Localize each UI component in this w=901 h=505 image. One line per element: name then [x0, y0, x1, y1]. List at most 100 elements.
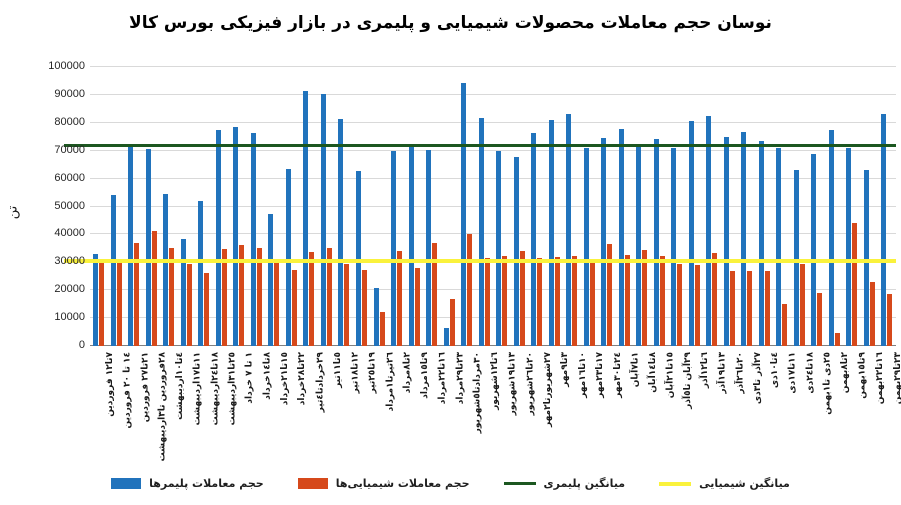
y-tick-label: 60000	[54, 171, 85, 184]
gridline-80000	[90, 121, 896, 123]
bar-polymer	[706, 116, 712, 346]
bar-chemical	[169, 247, 175, 346]
x-label-cell: ١٨تا٢٤دی	[791, 350, 815, 472]
bar-polymer	[618, 129, 624, 346]
x-label-cell: ٤تا١٠دی	[756, 350, 780, 472]
bar-group	[686, 67, 704, 346]
y-tick-label: 90000	[54, 87, 85, 100]
x-label-cell: ٢٧آذر تا٣دی	[738, 350, 763, 472]
x-label-cell: ٤تا١٠اردیبهشت	[160, 350, 185, 472]
bar-polymer	[338, 119, 344, 346]
x-axis-label: ٢٣تا٢٩بهمن	[892, 352, 901, 405]
bar-chemical	[239, 244, 245, 346]
bar-polymer	[250, 133, 256, 346]
x-label-cell: ٦تا١٢آذر	[686, 350, 710, 472]
y-tick-label: 40000	[54, 227, 85, 240]
bar-group	[756, 67, 774, 346]
x-label-cell: ١٧تا٢٣مهر	[580, 350, 605, 472]
bar-polymer	[408, 145, 414, 346]
bar-group	[283, 67, 301, 346]
bar-polymer	[758, 141, 764, 346]
bar-group	[370, 67, 388, 346]
bar-polymer	[320, 93, 326, 346]
x-label-cell: ٢٣تا٢٩بهمن	[878, 350, 901, 472]
bar-chemical	[502, 256, 508, 346]
bar-group	[458, 67, 476, 346]
bar-polymer	[776, 148, 782, 346]
legend-item-chemical-volume: حجم معاملات شیمیایی‌ها	[297, 477, 470, 490]
bar-group	[440, 67, 458, 346]
x-label-cell: ٢تا٨بهمن	[826, 350, 850, 472]
x-label-cell: ١٨تا٢٤اردیبهشت	[195, 350, 220, 472]
bar-polymer	[110, 195, 116, 346]
bar-polymer	[881, 114, 887, 346]
gridline-90000	[90, 93, 896, 95]
bar-chemical	[186, 263, 192, 346]
bar-group	[230, 67, 248, 346]
x-label-cell: ٢٠تا٢٦شهریور	[510, 350, 535, 472]
bar-group	[388, 67, 406, 346]
bar-group	[160, 67, 178, 346]
bar-polymer	[478, 117, 484, 346]
bar-chemical	[379, 311, 385, 346]
chart-title: نوسان حجم معاملات محصولات شیمیایی و پلیم…	[129, 13, 772, 33]
x-label-cell: ٥تا١١تیر	[318, 350, 342, 472]
bar-polymer	[391, 150, 397, 346]
bar-polymer	[303, 91, 309, 346]
x-label-cell: ٨تا١٤خرداد	[248, 350, 272, 472]
gridline-0	[90, 345, 896, 346]
x-label-cell: ٢٢تا٢٨خرداد	[283, 350, 307, 472]
x-label-cell: ١٣تا١٩شهریور	[493, 350, 518, 472]
x-label-cell: ١٤ تا ٢٠ فروردین	[108, 350, 132, 472]
bar-polymer	[723, 136, 729, 346]
bar-chemical	[694, 265, 700, 346]
bar-chemical	[554, 256, 560, 346]
x-label-cell: ١٠تا١٦مهر	[563, 350, 588, 472]
bar-polymer	[215, 129, 221, 346]
gridline-40000	[90, 233, 896, 235]
bar-chemical	[729, 270, 735, 346]
bar-chemical	[607, 244, 613, 346]
legend: حجم معاملات پلیمرها حجم معاملات شیمیایی‌…	[0, 477, 901, 490]
bar-polymer	[846, 148, 852, 346]
bar-chemical	[99, 260, 105, 346]
bar-chemical	[204, 272, 210, 346]
polymer-bar-swatch-icon	[111, 478, 142, 489]
x-label-cell: ١٥تا٢١آبان	[651, 350, 675, 472]
bar-chemical	[309, 251, 315, 346]
bar-chemical	[589, 262, 595, 346]
gridline-70000	[90, 149, 896, 151]
x-axis-labels: ٧تا١٢ فروردین ١٤ تا ٢٠ فروردین ٢١تا٢٧ فرور…	[90, 350, 901, 472]
bar-chemical	[256, 248, 262, 346]
bar-chemical	[677, 263, 683, 346]
bar-polymer	[145, 149, 151, 346]
bar-group	[353, 67, 371, 346]
bar-chemical	[834, 332, 840, 346]
bar-chemical	[799, 264, 805, 346]
bar-chemical	[467, 233, 473, 346]
bar-chemical	[344, 263, 350, 346]
x-label-cell: ٢٨فروردین تا٣اردیبهشت	[143, 350, 167, 472]
bar-chemical	[782, 304, 788, 346]
y-tick-label: 30000	[54, 255, 85, 268]
bar-chemical	[712, 252, 718, 346]
bar-group	[826, 67, 844, 346]
x-label-cell: ١ تا ٧ خرداد	[230, 350, 255, 472]
y-tick-label: 70000	[54, 143, 85, 156]
bar-chemical	[449, 299, 455, 346]
bar-group	[405, 67, 423, 346]
bar-chemical	[361, 270, 367, 346]
bar-chemical	[537, 257, 543, 346]
x-label-cell: ٩تا١٥مرداد	[405, 350, 430, 472]
legend-item-polymer-average: میانگین پلیمری	[503, 477, 625, 490]
bar-chemical	[151, 231, 157, 346]
chemical-bar-swatch-icon	[297, 478, 328, 489]
legend-item-polymer-volume: حجم معاملات پلیمرها	[111, 477, 264, 490]
bar-chemical	[134, 243, 140, 346]
x-label-cell: ٢٥تا٣١اردیبهشت	[213, 350, 237, 472]
x-label-cell: ١٩تا٢٥تیر	[353, 350, 378, 472]
bar-chemical	[764, 270, 770, 346]
bar-series	[90, 67, 896, 346]
bar-polymer	[601, 137, 607, 346]
